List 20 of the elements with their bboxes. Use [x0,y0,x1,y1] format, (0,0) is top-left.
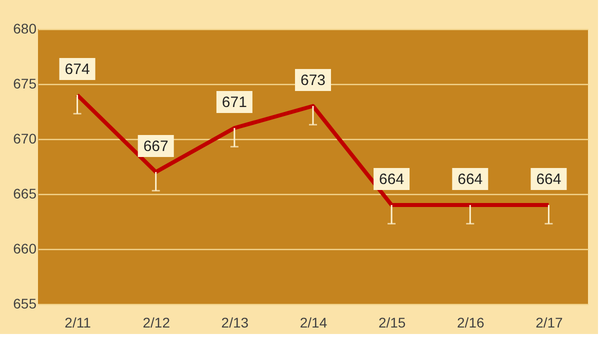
data-label: 673 [300,72,326,89]
y-tick-label: 670 [13,130,37,146]
y-tick-label: 680 [13,20,37,36]
data-label: 664 [379,171,404,188]
y-tick-label: 675 [13,76,37,92]
x-tick-label: 2/14 [300,314,328,330]
data-label: 664 [536,171,562,188]
y-tick-label: 665 [13,186,37,202]
x-tick-label: 2/13 [221,314,249,330]
x-tick-label: 2/15 [378,314,406,330]
y-tick-label: 660 [13,240,37,256]
data-label: 671 [222,94,247,111]
x-tick-label: 2/11 [64,314,92,330]
x-tick-label: 2/17 [536,314,564,330]
y-tick-label: 655 [13,296,37,312]
data-label: 664 [458,171,483,188]
data-label: 674 [64,61,90,78]
x-tick-label: 2/12 [142,314,170,330]
x-tick-label: 2/16 [457,314,484,330]
data-label: 667 [143,138,168,155]
